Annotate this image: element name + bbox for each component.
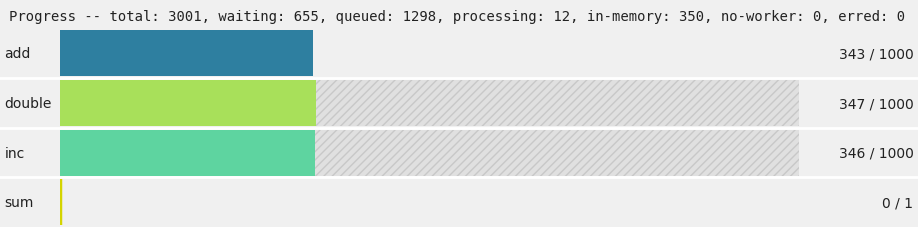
Text: double: double: [5, 97, 52, 111]
Text: 0 / 1: 0 / 1: [882, 195, 913, 209]
Text: 343 / 1000: 343 / 1000: [839, 47, 913, 61]
Bar: [60, 81, 316, 126]
Bar: [60, 31, 313, 77]
Bar: [316, 130, 799, 176]
Text: 346 / 1000: 346 / 1000: [838, 146, 913, 160]
Text: Progress -- total: 3001, waiting: 655, queued: 1298, processing: 12, in-memory: : Progress -- total: 3001, waiting: 655, q…: [9, 10, 905, 24]
Bar: [316, 81, 799, 126]
Text: 347 / 1000: 347 / 1000: [839, 97, 913, 111]
Bar: [60, 130, 316, 176]
Text: add: add: [5, 47, 31, 61]
Text: sum: sum: [5, 195, 34, 209]
Text: inc: inc: [5, 146, 25, 160]
